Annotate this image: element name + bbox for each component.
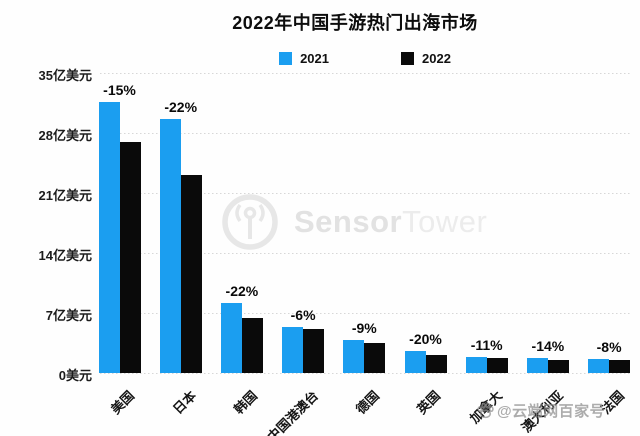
bar-2022 xyxy=(486,358,508,373)
bar-2021 xyxy=(404,350,426,373)
change-label: -8% xyxy=(596,339,622,356)
chart-title: 2022年中国手游热门出海市场 xyxy=(232,13,478,33)
y-tick-label: 0美元 xyxy=(58,368,92,383)
legend-label: 2022 xyxy=(422,50,451,66)
bar-2021 xyxy=(343,339,365,373)
change-label: -20% xyxy=(409,330,442,347)
x-tick-label: 日本 xyxy=(169,387,199,417)
baijiahao-watermark-text: @云端网百家号 xyxy=(497,403,606,420)
bar-2021 xyxy=(220,302,242,373)
bar-2022 xyxy=(547,360,569,373)
bar-2022 xyxy=(364,343,386,373)
y-tick-label: 7亿美元 xyxy=(45,308,92,323)
bar-2022 xyxy=(303,329,325,373)
gridline xyxy=(100,252,630,254)
bar-2021 xyxy=(98,102,120,373)
bar-2021 xyxy=(282,326,304,373)
gridline xyxy=(100,192,630,194)
x-tick-label: 韩国 xyxy=(230,387,260,417)
bar-2021 xyxy=(159,119,181,373)
gridline xyxy=(100,372,630,374)
bar-2021 xyxy=(465,356,487,373)
bar-2021 xyxy=(588,359,610,373)
legend-swatch-2022 xyxy=(401,51,414,65)
bar-2022 xyxy=(425,355,447,373)
baijiahao-watermark: @云端网百家号 xyxy=(477,400,605,421)
bar-2022 xyxy=(609,360,631,373)
bar-2021 xyxy=(526,358,548,373)
y-tick-label: 14亿美元 xyxy=(38,248,92,263)
legend: 2021 2022 xyxy=(100,50,630,66)
bar-2022 xyxy=(241,318,263,373)
change-label: -9% xyxy=(351,319,377,336)
y-tick-label: 21亿美元 xyxy=(38,188,92,203)
change-label: -22% xyxy=(225,282,259,299)
x-tick-label: 美国 xyxy=(108,387,138,417)
bar-2022 xyxy=(119,142,141,373)
change-label: -15% xyxy=(103,82,136,99)
change-label: -14% xyxy=(531,338,565,355)
sensortower-logo-icon xyxy=(222,194,278,250)
legend-swatch-2021 xyxy=(279,51,293,65)
gridline xyxy=(100,72,630,74)
legend-item-2021: 2021 xyxy=(279,51,329,66)
gridline xyxy=(100,132,630,134)
sensortower-watermark: SensorTower xyxy=(221,192,487,252)
baidu-paw-icon xyxy=(477,402,494,419)
legend-item-2022: 2022 xyxy=(401,51,451,66)
x-tick-label: 中国港澳台 xyxy=(264,387,322,436)
bar-2022 xyxy=(180,175,202,373)
legend-label: 2021 xyxy=(300,50,329,66)
change-label: -6% xyxy=(290,306,316,323)
x-tick-label: 英国 xyxy=(414,387,444,417)
change-label: -11% xyxy=(470,336,503,353)
y-tick-label: 35亿美元 xyxy=(38,68,92,83)
x-tick-label: 德国 xyxy=(353,387,383,417)
plot-area: -15% -22% -22% -6% -9% -20% -11% -14% -8% xyxy=(98,72,631,374)
change-label: -22% xyxy=(164,99,198,116)
gridline xyxy=(100,312,630,314)
y-tick-label: 28亿美元 xyxy=(38,128,92,143)
sensortower-wordmark: SensorTower xyxy=(294,204,488,239)
